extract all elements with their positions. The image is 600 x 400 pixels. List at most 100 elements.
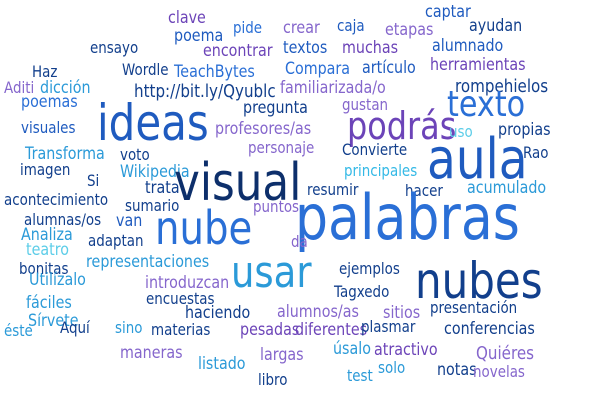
cloud-word: Haz — [32, 64, 62, 80]
cloud-word: podrás — [347, 107, 477, 145]
cloud-word-text: sumario — [125, 196, 180, 215]
cloud-word-text: encontrar — [203, 41, 273, 61]
cloud-word: alumnado — [432, 38, 517, 55]
cloud-word-text: éste — [4, 321, 33, 340]
cloud-word-text: pide — [233, 18, 263, 37]
cloud-word-text: ejemplos — [339, 259, 400, 278]
cloud-word: acumulado — [467, 180, 561, 197]
cloud-word: listado — [198, 356, 255, 373]
cloud-word: clave — [168, 10, 213, 27]
cloud-word-text: propias — [498, 120, 551, 140]
cloud-word: novelas — [473, 364, 535, 380]
cloud-word-text: Rao — [523, 143, 549, 162]
cloud-word: muchas — [342, 40, 409, 57]
cloud-word-text: van — [116, 211, 143, 231]
cloud-word-text: familiarizada/o — [280, 78, 386, 98]
cloud-word-text: pesadas — [240, 320, 300, 340]
cloud-word: trata — [145, 180, 186, 197]
cloud-word: atractivo — [374, 342, 450, 359]
cloud-word: TeachBytes — [174, 64, 270, 81]
cloud-word: poemas — [21, 94, 89, 111]
cloud-word: uso — [449, 124, 477, 140]
cloud-word: encontrar — [203, 43, 286, 60]
cloud-word-text: diferentes — [295, 320, 368, 340]
cloud-word-text: notas — [437, 360, 477, 380]
cloud-word: Analiza — [21, 227, 83, 244]
cloud-word-text: adaptan — [88, 231, 144, 250]
cloud-word-text: sitios — [383, 303, 421, 323]
cloud-word-text: palabras — [295, 181, 520, 254]
cloud-word: teatro — [26, 242, 77, 259]
cloud-word: Aditi — [4, 80, 40, 96]
cloud-word: maneras — [120, 345, 194, 362]
cloud-word-text: listado — [198, 354, 246, 374]
cloud-word-text: materias — [151, 320, 211, 339]
cloud-word-text: texto — [447, 84, 526, 125]
cloud-word: conferencias — [444, 321, 552, 338]
cloud-word-text: Si — [87, 171, 100, 190]
cloud-word-text: poema — [174, 26, 224, 46]
cloud-word: http://bit.ly/Qyublc — [134, 83, 303, 101]
cloud-word-text: etapas — [385, 20, 434, 40]
cloud-word: pregunta — [243, 100, 320, 117]
cloud-word-text: maneras — [120, 343, 183, 363]
cloud-word: propias — [498, 122, 561, 139]
cloud-word: captar — [425, 4, 480, 21]
cloud-word-text: teatro — [26, 240, 70, 260]
cloud-word-text: textos — [283, 38, 328, 58]
cloud-word-text: alumnos/as — [277, 302, 359, 322]
cloud-word-text: profesores/as — [215, 119, 312, 139]
cloud-word: diferentes — [295, 322, 381, 339]
cloud-word: Wordle — [122, 62, 177, 78]
cloud-word-text: alumnado — [432, 36, 504, 56]
cloud-word: nubes — [415, 256, 567, 306]
cloud-word-text: personaje — [248, 138, 315, 157]
cloud-word: da — [291, 234, 311, 250]
cloud-word: resumir — [307, 182, 368, 198]
cloud-word: ideas — [97, 98, 230, 148]
cloud-word: solo — [378, 360, 410, 376]
cloud-word-text: aula — [427, 127, 528, 192]
cloud-word: Si — [87, 173, 102, 189]
cloud-word-text: haciendo — [185, 303, 251, 323]
cloud-word-text: principales — [344, 161, 418, 180]
cloud-word: poema — [174, 28, 233, 45]
cloud-word: haciendo — [185, 305, 263, 322]
cloud-word: bonitas — [19, 261, 78, 277]
cloud-word-text: puntos — [253, 197, 300, 216]
cloud-word: acontecimiento — [4, 192, 128, 208]
cloud-word-text: captar — [425, 2, 471, 22]
cloud-word: pide — [233, 20, 268, 36]
cloud-word: palabras — [295, 187, 563, 249]
cloud-word-text: introduzcan — [145, 273, 230, 293]
cloud-word: puntos — [253, 199, 308, 215]
cloud-word-text: rompehielos — [455, 76, 549, 97]
cloud-word: caja — [337, 18, 370, 34]
cloud-word: fáciles — [26, 295, 81, 312]
cloud-word-text: bonitas — [19, 259, 69, 278]
cloud-word-text: presentación — [430, 298, 518, 317]
cloud-word: Utilízalo — [29, 272, 97, 289]
cloud-word-text: crear — [283, 18, 320, 38]
cloud-word: dicción — [40, 80, 100, 97]
cloud-word-text: úsalo — [333, 339, 371, 359]
cloud-word: Compara — [285, 61, 362, 78]
cloud-word: aula — [427, 132, 547, 188]
cloud-word-text: plasmar — [361, 317, 416, 336]
cloud-word-text: representaciones — [86, 252, 210, 272]
cloud-word-text: pregunta — [243, 98, 308, 118]
cloud-word: representaciones — [86, 254, 233, 271]
cloud-word: Wikipedia — [120, 164, 203, 181]
cloud-word-text: Analiza — [21, 225, 73, 245]
cloud-word-text: uso — [449, 122, 473, 141]
cloud-word: ejemplos — [339, 261, 411, 277]
cloud-word-text: resumir — [307, 180, 359, 199]
cloud-word: adaptan — [88, 233, 154, 249]
cloud-word-text: Haz — [32, 62, 58, 81]
cloud-word-text: ensayo — [90, 38, 139, 57]
cloud-word-text: trata — [145, 178, 180, 198]
cloud-word: artículo — [362, 60, 426, 77]
cloud-word-text: sino — [115, 318, 143, 337]
cloud-word-text: Utilízalo — [29, 270, 86, 290]
